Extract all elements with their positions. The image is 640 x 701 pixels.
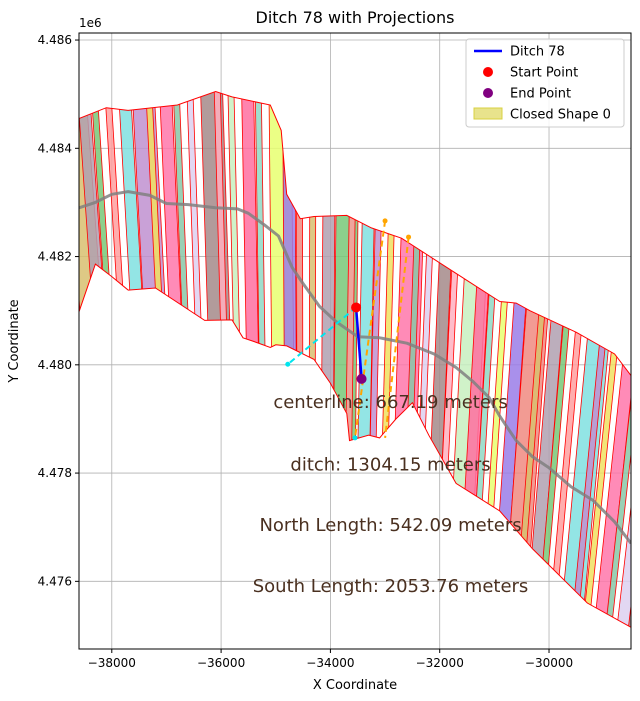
legend-marker-swatch bbox=[483, 67, 493, 77]
x-axis-ticks: −38000 −36000 −34000 −32000 −30000 bbox=[88, 649, 573, 670]
ditch-78-line bbox=[354, 307, 363, 379]
south-projection-start-line bbox=[354, 220, 387, 439]
legend-label: End Point bbox=[510, 87, 571, 102]
legend-label: Ditch 78 bbox=[510, 45, 565, 60]
y-tick-label: 4.484 bbox=[38, 141, 72, 155]
y-offset-label: 1e6 bbox=[79, 16, 102, 30]
closed-shape-strip bbox=[590, 91, 631, 628]
y-tick-label: 4.486 bbox=[38, 33, 72, 47]
south-projection-point bbox=[382, 218, 388, 224]
annotation-text: ditch: 1304.15 meters bbox=[290, 454, 490, 475]
y-tick-label: 4.478 bbox=[38, 466, 72, 480]
legend-box bbox=[465, 38, 625, 128]
south-projection-point bbox=[352, 435, 358, 441]
closed-shape-0 bbox=[79, 90, 631, 628]
x-tick-label: −32000 bbox=[416, 656, 464, 670]
annotation-text: North Length: 542.09 meters bbox=[259, 515, 521, 536]
length-annotations: centerline: 667.19 meters ditch: 1304.15 … bbox=[253, 392, 529, 597]
legend-label: Start Point bbox=[510, 66, 578, 81]
x-axis-label: X Coordinate bbox=[313, 678, 397, 693]
y-axis-label: Y Coordinate bbox=[7, 299, 22, 383]
end-point-marker bbox=[356, 373, 367, 384]
legend-patch-swatch bbox=[473, 107, 503, 120]
north-projection-line bbox=[287, 306, 357, 366]
south-projection-point bbox=[406, 234, 412, 240]
plot-frame bbox=[78, 32, 632, 650]
x-tick-label: −38000 bbox=[88, 656, 136, 670]
y-tick-label: 4.480 bbox=[38, 358, 72, 372]
y-axis-ticks: 4.476 4.478 4.480 4.482 4.484 4.486 bbox=[38, 33, 79, 588]
projection-lines bbox=[285, 218, 412, 441]
south-projection-end-line bbox=[384, 236, 410, 439]
y-tick-label: 4.476 bbox=[38, 574, 72, 588]
annotation-text: South Length: 2053.76 meters bbox=[253, 576, 529, 597]
closed-shape-strip bbox=[601, 91, 631, 628]
x-tick-label: −30000 bbox=[525, 656, 573, 670]
legend-label: Closed Shape 0 bbox=[510, 108, 611, 123]
x-tick-label: −36000 bbox=[197, 656, 245, 670]
y-tick-label: 4.482 bbox=[38, 250, 72, 264]
north-projection-point bbox=[285, 361, 291, 367]
legend: Ditch 78 Start Point End Point Closed Shape… bbox=[465, 38, 625, 128]
chart-title: Ditch 78 with Projections bbox=[256, 8, 455, 27]
legend-marker-swatch bbox=[483, 88, 493, 98]
centerline bbox=[79, 190, 631, 545]
start-point-marker bbox=[351, 302, 362, 313]
annotation-text: centerline: 667.19 meters bbox=[273, 392, 507, 413]
x-tick-label: −34000 bbox=[306, 656, 354, 670]
